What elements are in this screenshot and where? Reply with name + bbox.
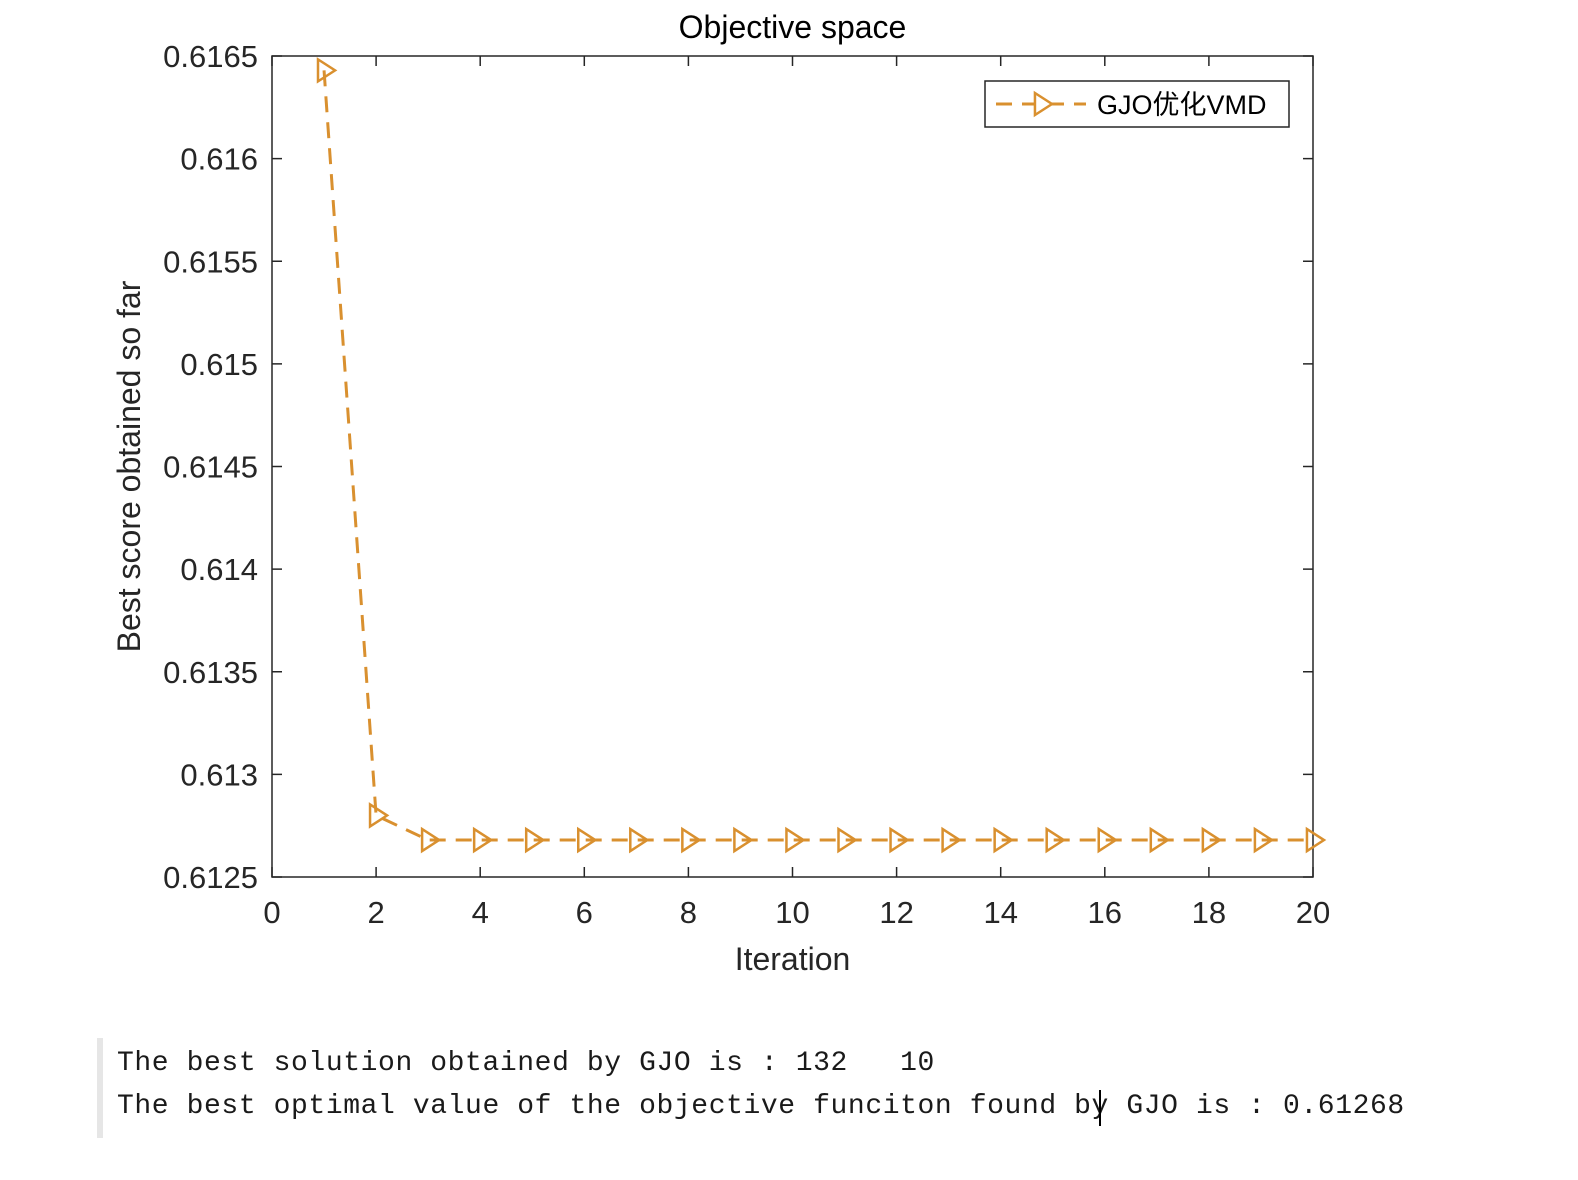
y-tick-label: 0.6155 [163,244,258,279]
legend: GJO优化VMD [984,80,1290,128]
x-tick-label: 8 [680,895,697,930]
x-tick-label: 6 [576,895,593,930]
data-point-marker [472,826,494,854]
data-point-marker [889,826,910,854]
data-point-marker [420,826,442,854]
x-tick-label: 14 [983,895,1017,930]
data-point-marker [1045,826,1067,854]
series-group [316,57,1327,854]
data-point-marker [316,57,338,84]
data-point-marker [1201,826,1223,854]
data-point-marker [837,826,858,854]
y-tick-label: 0.613 [180,757,258,792]
console-line-best-solution: The best solution obtained by GJO is : 1… [117,1048,935,1079]
console-line-best-value: The best optimal value of the objective … [117,1091,1405,1122]
data-point-marker [1149,826,1171,854]
x-tick-label: 0 [263,895,280,930]
data-point-marker [577,826,598,854]
x-tick-label: 18 [1192,895,1226,930]
x-tick-label: 20 [1296,895,1330,930]
x-tick-label: 12 [879,895,913,930]
data-point-marker [629,826,650,854]
y-axis-label: Best score obtained so far [111,280,147,652]
y-tick-label: 0.6125 [163,860,258,895]
series-line [322,70,1313,842]
data-point-marker [524,826,546,854]
data-point-marker [1253,826,1275,854]
y-tick-label: 0.615 [180,347,258,382]
data-point-marker [368,802,390,829]
data-point-marker [733,826,754,854]
x-tick-label: 4 [472,895,489,930]
x-tick-label: 10 [775,895,809,930]
plot-area [271,55,1314,878]
x-tick-label: 16 [1088,895,1122,930]
x-axis-label: Iteration [735,941,851,977]
data-point-marker [785,826,806,854]
data-point-marker [1097,826,1119,854]
y-tick-label: 0.614 [180,552,258,587]
x-axis-ticks: 0 2 4 6 8 10 12 14 16 18 20 [263,56,1330,930]
y-tick-label: 0.6135 [163,655,258,690]
chart: 0 2 4 6 8 10 12 14 16 18 20 0.6125 0.613 0.6135 0.614… [111,9,1330,977]
legend-entry: GJO优化VMD [1097,90,1267,120]
data-point-marker [941,826,962,854]
legend-marker-sample [1033,90,1055,118]
y-tick-label: 0.6165 [163,39,258,74]
console-output: The best solution obtained by GJO is : 1… [97,1038,1463,1138]
chart-title: Objective space [679,9,907,45]
data-point-marker [681,826,702,854]
data-point-marker [1305,826,1327,854]
y-axis-ticks: 0.6125 0.613 0.6135 0.614 0.6145 0.615 0.6155 0… [163,39,1313,895]
data-point-marker [993,826,1015,854]
y-tick-label: 0.6145 [163,450,258,485]
text-cursor [1099,1090,1101,1126]
x-tick-label: 2 [367,895,384,930]
y-tick-label: 0.616 [180,142,258,177]
